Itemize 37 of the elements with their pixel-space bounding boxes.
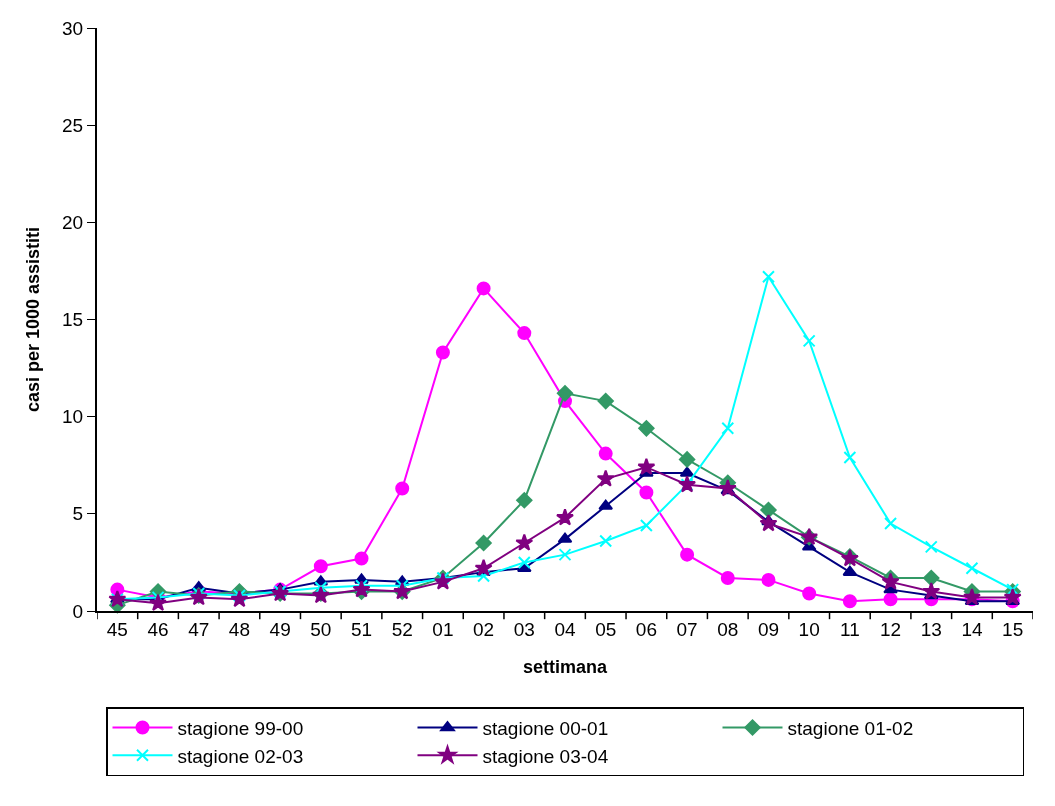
x-tick-label: 04 bbox=[554, 618, 576, 640]
x-tick-label: 02 bbox=[473, 618, 495, 640]
x-tick-label: 07 bbox=[676, 618, 698, 640]
legend-label: stagione 00-01 bbox=[482, 717, 609, 739]
x-tick-label: 15 bbox=[1002, 618, 1024, 640]
x-tick-label: 01 bbox=[432, 618, 454, 640]
y-tick-label: 15 bbox=[62, 309, 84, 331]
x-tick-label: 11 bbox=[840, 618, 860, 640]
x-axis-title: settimana bbox=[522, 657, 608, 678]
x-tick-label: 12 bbox=[880, 618, 902, 640]
x-tick-label: 47 bbox=[188, 618, 210, 640]
x-tick-label: 50 bbox=[310, 618, 332, 640]
x-tick-label: 14 bbox=[961, 618, 983, 640]
x-tick-label: 51 bbox=[350, 618, 373, 640]
legend-label: stagione 03-04 bbox=[482, 745, 609, 767]
x-tick-label: 52 bbox=[391, 618, 413, 640]
y-axis-title: casi per 1000 assistiti bbox=[22, 226, 43, 413]
y-tick-label: 25 bbox=[62, 114, 84, 136]
x-tick-label: 06 bbox=[635, 618, 657, 640]
y-tick-label: 0 bbox=[72, 600, 84, 622]
y-tick-label: 5 bbox=[72, 503, 84, 525]
x-tick-label: 03 bbox=[513, 618, 535, 640]
y-tick-label: 20 bbox=[62, 211, 84, 233]
x-tick-label: 10 bbox=[798, 618, 820, 640]
legend-label: stagione 02-03 bbox=[177, 745, 304, 767]
x-tick-label: 09 bbox=[757, 618, 780, 640]
y-tick-label: 10 bbox=[62, 406, 84, 428]
legend-label: stagione 99-00 bbox=[177, 717, 304, 739]
x-tick-label: 45 bbox=[106, 618, 128, 640]
x-tick-label: 48 bbox=[228, 618, 250, 640]
x-tick-label: 08 bbox=[717, 618, 739, 640]
x-tick-label: 49 bbox=[269, 618, 291, 640]
x-tick-label: 13 bbox=[920, 618, 942, 640]
x-tick-label: 46 bbox=[147, 618, 169, 640]
legend-label: stagione 01-02 bbox=[787, 717, 914, 739]
y-tick-label: 30 bbox=[62, 17, 84, 39]
x-tick-label: 05 bbox=[595, 618, 617, 640]
